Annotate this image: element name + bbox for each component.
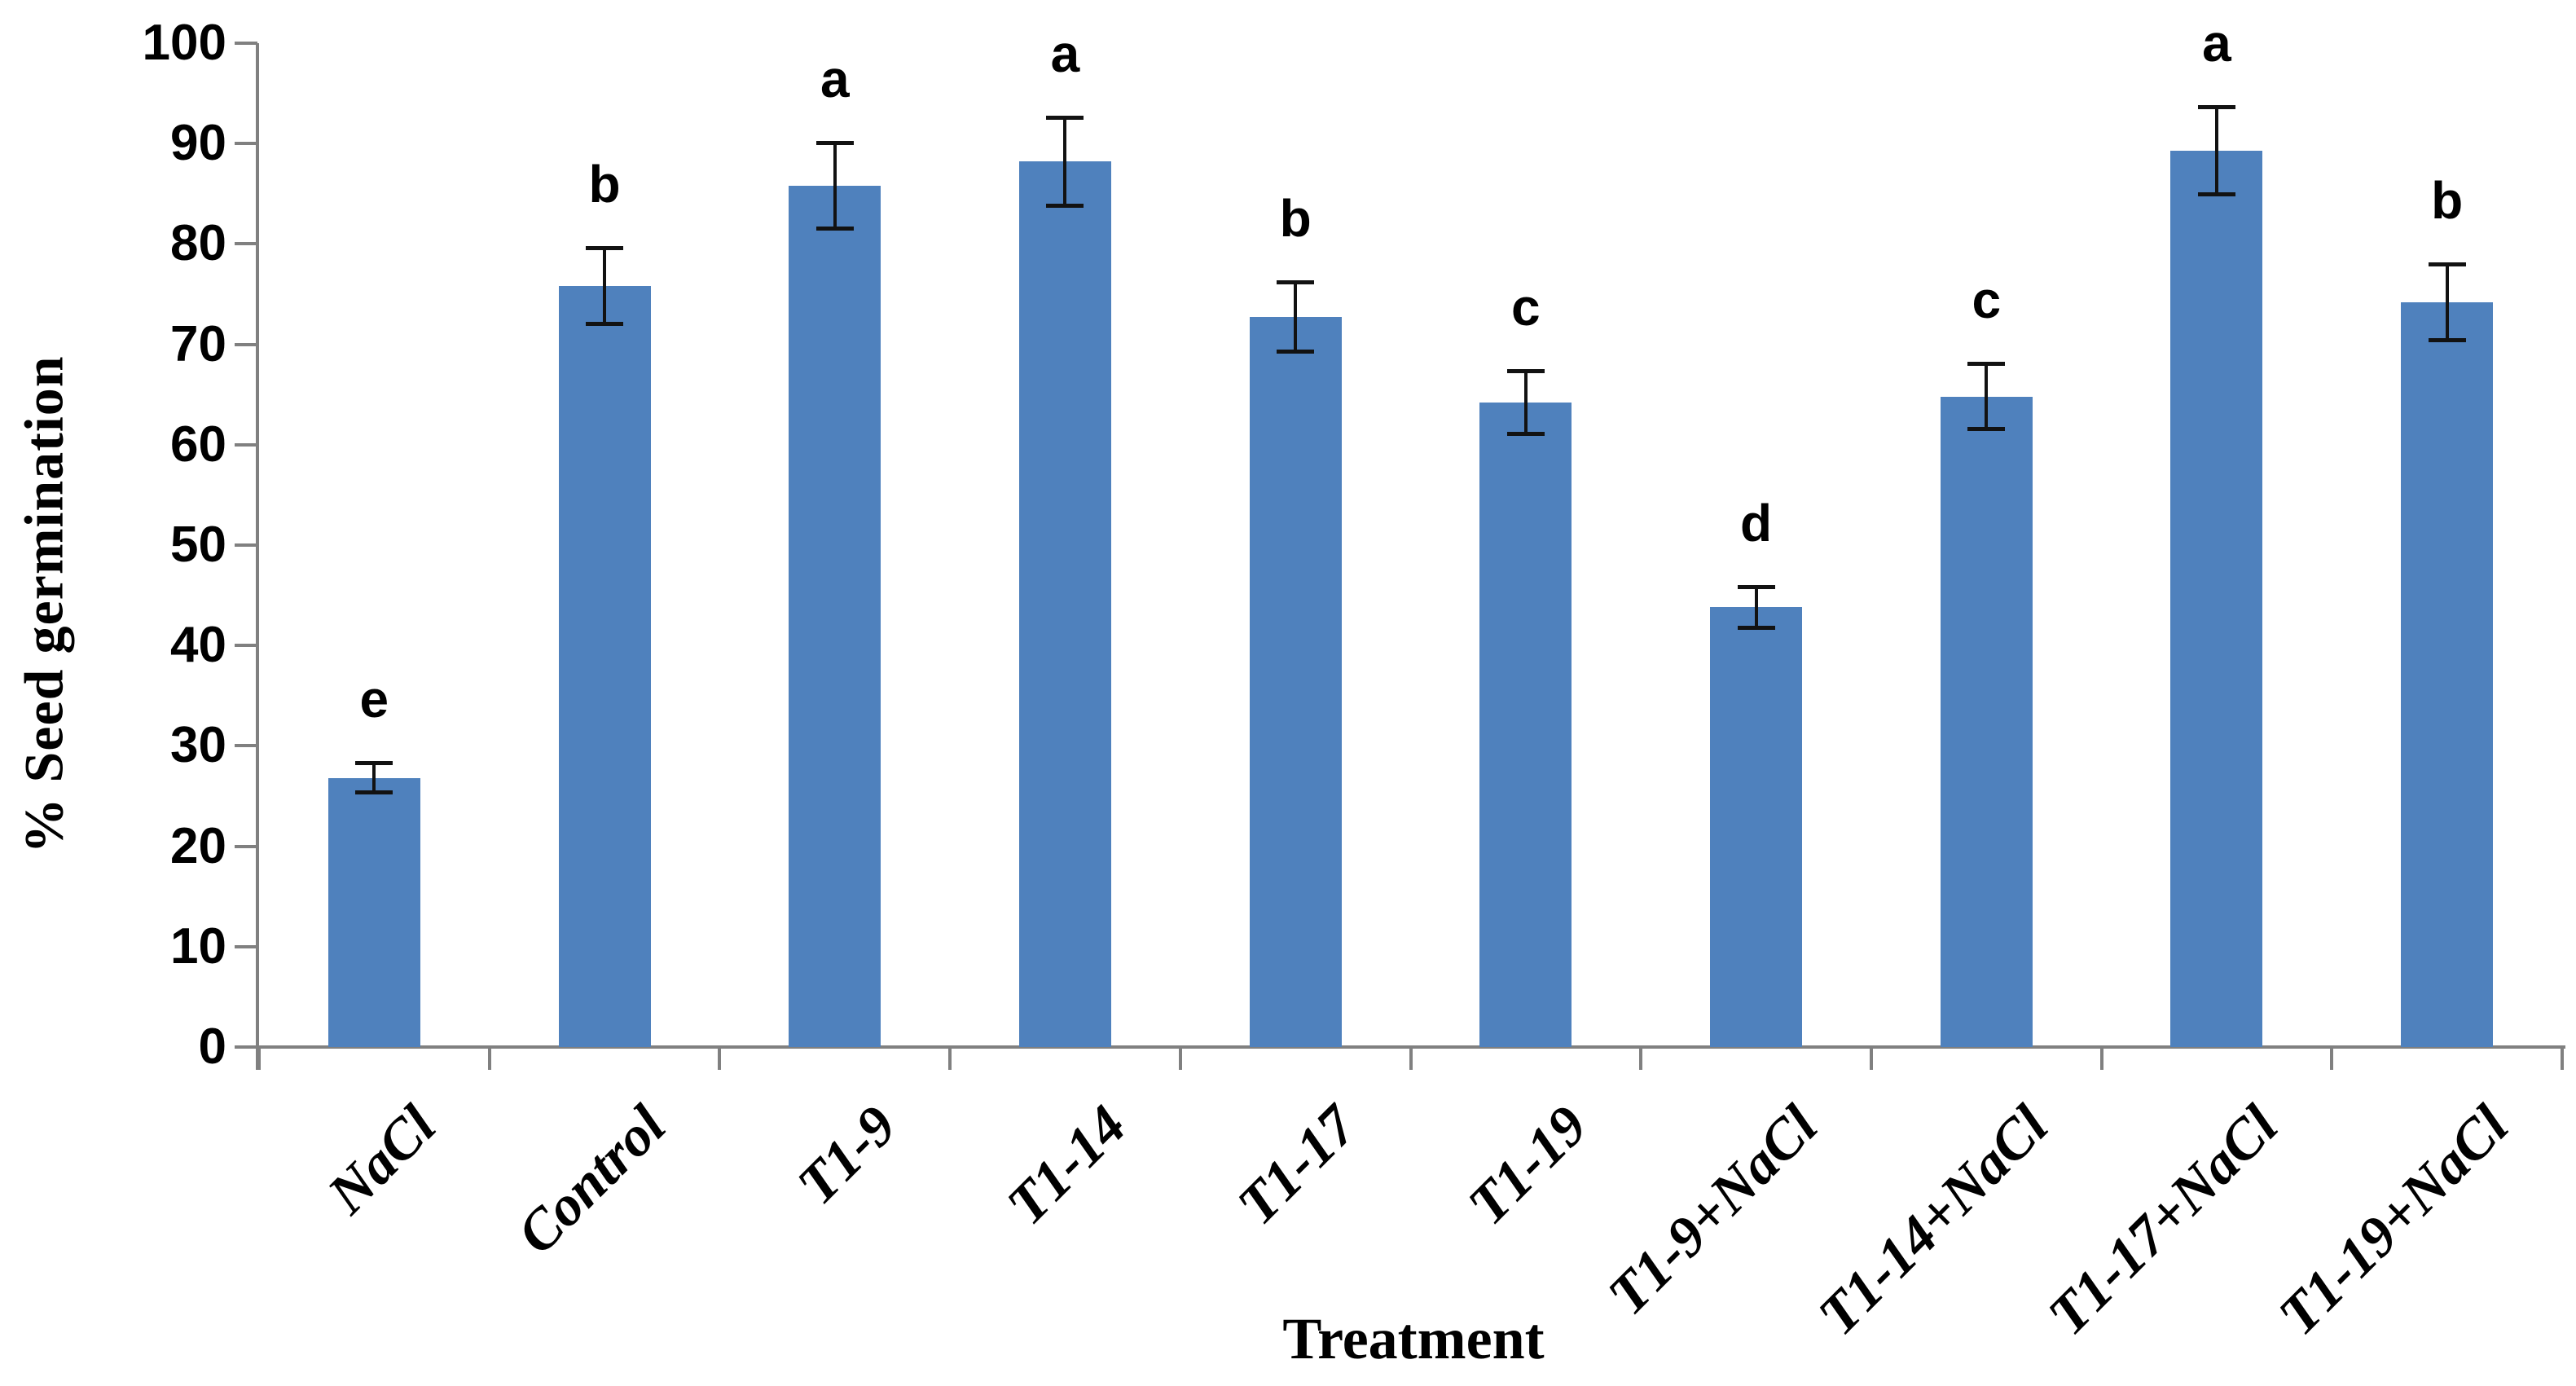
bar-t1-14 bbox=[1019, 161, 1111, 1047]
y-tick-mark bbox=[235, 1045, 257, 1049]
error-bar-bottom-cap bbox=[1506, 432, 1545, 436]
y-tick-label: 70 bbox=[170, 315, 226, 372]
error-bar-t1-19 bbox=[1523, 371, 1528, 435]
x-tick-label-t1-17-nacl: T1-17+NaCl bbox=[2037, 1093, 2291, 1348]
significance-letter-t1-17: b bbox=[1279, 189, 1312, 248]
error-bar-bottom-cap bbox=[1737, 626, 1775, 630]
error-bar-bottom-cap bbox=[2428, 338, 2466, 342]
x-axis-title: Treatment bbox=[1282, 1306, 1545, 1371]
y-tick-mark bbox=[235, 42, 257, 45]
error-bar-nacl bbox=[372, 763, 376, 793]
x-tick-mark bbox=[948, 1045, 952, 1070]
x-tick-mark bbox=[1869, 1045, 1873, 1070]
error-bar-top-cap bbox=[1277, 280, 1315, 284]
bar-t1-17-nacl bbox=[2170, 151, 2262, 1047]
error-bar-bottom-cap bbox=[355, 790, 393, 794]
error-bar-bottom-cap bbox=[2197, 192, 2235, 196]
x-tick-mark bbox=[2099, 1045, 2103, 1070]
y-tick-mark bbox=[235, 342, 257, 346]
significance-letter-t1-19-nacl: b bbox=[2431, 171, 2464, 230]
y-tick-mark bbox=[235, 442, 257, 447]
y-tick-label: 90 bbox=[170, 115, 226, 172]
error-bar-t1-9 bbox=[833, 143, 837, 229]
error-bar-top-cap bbox=[1046, 116, 1084, 120]
bar-t1-9 bbox=[789, 186, 881, 1047]
y-tick-label: 10 bbox=[170, 917, 226, 975]
y-tick-label: 20 bbox=[170, 817, 226, 874]
significance-letter-t1-14: a bbox=[1050, 24, 1080, 83]
y-tick-label: 30 bbox=[170, 717, 226, 774]
x-tick-label-nacl: NaCl bbox=[315, 1093, 448, 1226]
x-tick-label-control: Control bbox=[505, 1093, 679, 1266]
error-bar-t1-14-nacl bbox=[1985, 363, 1989, 429]
x-tick-label-t1-9: T1-9 bbox=[785, 1093, 908, 1217]
x-tick-label-t1-17: T1-17 bbox=[1225, 1093, 1369, 1238]
y-tick-mark bbox=[235, 142, 257, 146]
error-bar-top-cap bbox=[1967, 362, 2006, 366]
significance-letter-t1-9: a bbox=[820, 50, 850, 108]
x-tick-mark bbox=[487, 1045, 491, 1070]
error-bar-top-cap bbox=[586, 246, 624, 250]
x-tick-mark bbox=[2330, 1045, 2334, 1070]
error-bar-top-cap bbox=[2197, 105, 2235, 109]
bar-t1-14-nacl bbox=[1941, 397, 2033, 1047]
x-tick-mark bbox=[1409, 1045, 1413, 1070]
y-tick-label: 80 bbox=[170, 215, 226, 272]
y-tick-label: 50 bbox=[170, 517, 226, 573]
x-tick-mark bbox=[2561, 1045, 2564, 1070]
significance-letter-t1-17-nacl: a bbox=[2202, 14, 2231, 73]
y-tick-mark bbox=[235, 744, 257, 748]
significance-letter-control: b bbox=[588, 155, 621, 213]
y-tick-mark bbox=[235, 944, 257, 948]
error-bar-t1-9-nacl bbox=[1754, 587, 1758, 629]
x-tick-label-t1-9-nacl: T1-9+NaCl bbox=[1596, 1093, 1830, 1327]
error-bar-bottom-cap bbox=[586, 322, 624, 326]
bar-control bbox=[559, 286, 651, 1047]
y-tick-label: 40 bbox=[170, 617, 226, 674]
error-bar-bottom-cap bbox=[1046, 204, 1084, 208]
error-bar-bottom-cap bbox=[1277, 350, 1315, 354]
error-bar-top-cap bbox=[1506, 369, 1545, 373]
significance-letter-t1-9-nacl: d bbox=[1740, 494, 1773, 552]
bar-t1-19 bbox=[1479, 403, 1572, 1047]
error-bar-top-cap bbox=[815, 141, 854, 145]
error-bar-t1-19-nacl bbox=[2445, 264, 2449, 341]
error-bar-top-cap bbox=[1737, 585, 1775, 589]
x-tick-mark bbox=[1639, 1045, 1643, 1070]
y-tick-label: 0 bbox=[198, 1019, 226, 1075]
y-tick-label: 60 bbox=[170, 416, 226, 473]
significance-letter-t1-14-nacl: c bbox=[1972, 271, 2002, 329]
bar-t1-19-nacl bbox=[2401, 302, 2493, 1047]
y-axis-line bbox=[256, 43, 259, 1070]
y-tick-mark bbox=[235, 242, 257, 246]
x-tick-label-t1-14: T1-14 bbox=[996, 1093, 1139, 1238]
x-tick-mark bbox=[257, 1045, 261, 1070]
error-bar-t1-14 bbox=[1063, 117, 1067, 205]
x-tick-mark bbox=[718, 1045, 722, 1070]
bar-nacl bbox=[328, 778, 420, 1047]
error-bar-top-cap bbox=[2428, 262, 2466, 266]
error-bar-t1-17-nacl bbox=[2214, 107, 2218, 195]
x-tick-label-t1-19: T1-19 bbox=[1456, 1093, 1600, 1238]
significance-letter-nacl: e bbox=[359, 670, 389, 728]
error-bar-top-cap bbox=[355, 761, 393, 765]
significance-letter-t1-19: c bbox=[1511, 278, 1541, 337]
x-tick-mark bbox=[1178, 1045, 1182, 1070]
x-tick-label-t1-14-nacl: T1-14+NaCl bbox=[1806, 1093, 2060, 1348]
y-tick-mark bbox=[235, 543, 257, 547]
y-tick-label: 100 bbox=[142, 15, 226, 71]
bar-t1-9-nacl bbox=[1710, 607, 1802, 1047]
x-tick-label-t1-19-nacl: T1-19+NaCl bbox=[2266, 1093, 2521, 1348]
bar-t1-17 bbox=[1250, 317, 1342, 1047]
error-bar-bottom-cap bbox=[1967, 427, 2006, 431]
y-tick-mark bbox=[235, 844, 257, 848]
error-bar-bottom-cap bbox=[815, 227, 854, 231]
y-tick-mark bbox=[235, 644, 257, 648]
error-bar-t1-17 bbox=[1294, 282, 1298, 352]
error-bar-control bbox=[603, 248, 607, 324]
